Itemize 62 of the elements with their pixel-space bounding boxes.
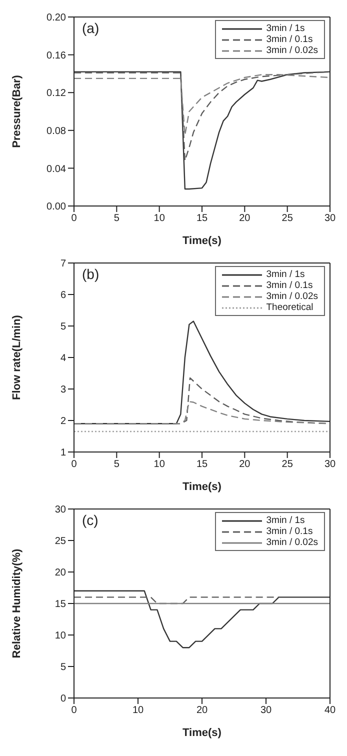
legend-label: 3min / 0.02s [266, 45, 318, 56]
x-tick-label: 10 [132, 705, 144, 716]
legend-label: Theoretical [266, 302, 314, 313]
x-axis-title: Time(s) [182, 726, 222, 739]
legend-label: 3min / 0.02s [266, 537, 318, 548]
y-tick-label: 15 [54, 599, 66, 610]
x-tick-label: 15 [196, 459, 208, 470]
y-axis-title: Flow rate(L/min) [10, 314, 23, 400]
legend-label: 3min / 1s [266, 23, 305, 34]
y-tick-label: 20 [54, 568, 66, 579]
y-tick-label: 0.04 [46, 164, 66, 175]
legend-label: 3min / 0.1s [266, 280, 313, 291]
x-tick-label: 25 [282, 459, 294, 470]
y-tick-label: 3 [60, 384, 66, 396]
x-tick-label: 20 [239, 459, 251, 470]
x-tick-label: 15 [196, 213, 208, 224]
y-tick-label: 0.00 [46, 202, 66, 213]
annotation: (b) [82, 266, 100, 282]
y-tick-label: 0.20 [46, 12, 66, 24]
legend-label: 3min / 1s [266, 269, 305, 280]
legend-label: 3min / 1s [266, 515, 305, 526]
x-tick-label: 10 [154, 213, 166, 224]
legend-label: 3min / 0.02s [266, 291, 318, 302]
x-tick-label: 0 [71, 459, 78, 470]
legend-label: 3min / 0.1s [266, 526, 313, 537]
annotation: (c) [82, 512, 98, 528]
x-tick-label: 25 [282, 213, 294, 224]
x-tick-label: 30 [324, 459, 336, 470]
x-tick-label: 40 [324, 705, 336, 716]
y-tick-label: 5 [60, 662, 66, 674]
y-tick-label: 4 [60, 353, 66, 364]
y-tick-label: 0.16 [46, 50, 66, 62]
y-tick-label: 1 [60, 448, 66, 459]
y-axis-title: Relative Humidity(%) [10, 548, 23, 658]
line-series [74, 74, 330, 136]
line-series [74, 71, 330, 162]
annotation: (a) [82, 20, 100, 36]
y-tick-label: 0.08 [46, 126, 66, 137]
y-tick-label: 25 [54, 536, 66, 548]
legend-label: 3min / 0.1s [266, 34, 313, 45]
x-tick-label: 0 [71, 213, 78, 224]
x-tick-label: 5 [114, 459, 120, 470]
x-tick-label: 20 [196, 705, 208, 716]
x-tick-label: 0 [71, 705, 78, 716]
x-axis-title: Time(s) [182, 480, 222, 493]
y-tick-label: 5 [60, 322, 66, 333]
x-tick-label: 30 [324, 213, 336, 224]
line-series [74, 71, 330, 190]
x-tick-label: 30 [260, 705, 272, 716]
x-tick-label: 5 [114, 213, 120, 224]
y-tick-label: 0 [60, 694, 66, 705]
y-tick-label: 6 [60, 290, 66, 302]
x-axis-title: Time(s) [182, 234, 222, 247]
y-tick-label: 30 [54, 504, 66, 516]
y-tick-label: 0.12 [46, 88, 66, 100]
y-tick-label: 10 [54, 630, 66, 642]
x-tick-label: 10 [154, 459, 166, 470]
x-tick-label: 20 [239, 213, 251, 224]
y-tick-label: 7 [60, 258, 66, 270]
y-axis-title: Pressure(Bar) [10, 74, 23, 148]
line-series [74, 590, 330, 648]
y-tick-label: 2 [60, 416, 66, 428]
